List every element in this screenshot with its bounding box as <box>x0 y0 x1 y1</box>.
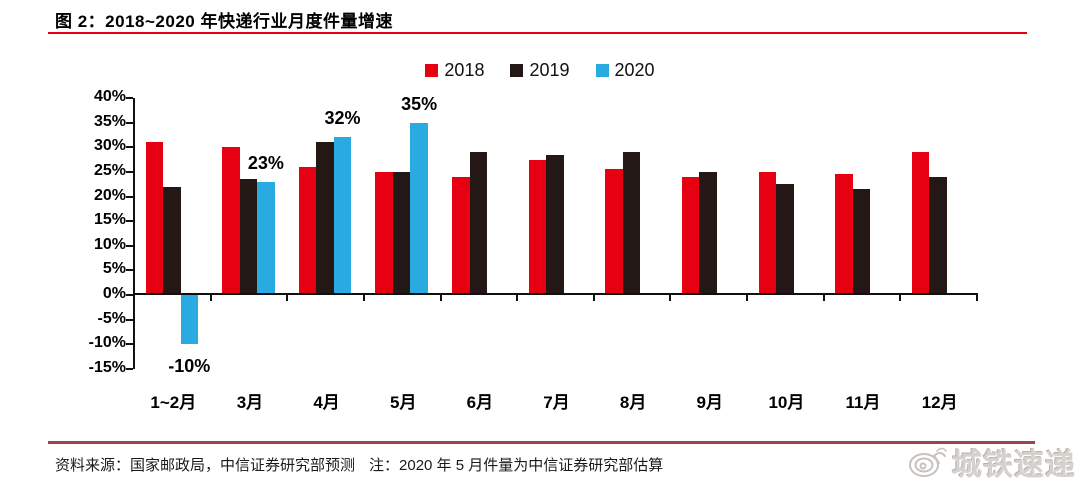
bar-annotation: 35% <box>401 93 438 114</box>
estimate-note: 注：2020 年 5 月件量为中信证券研究部估算 <box>369 457 664 474</box>
y-tick <box>125 318 133 321</box>
y-tick-label: 30% <box>93 137 126 155</box>
x-tick <box>669 295 672 301</box>
bar-2019-12月 <box>929 176 947 295</box>
legend-label: 2020 <box>614 60 655 80</box>
x-tick <box>822 295 825 301</box>
bar-2018-3月 <box>222 147 240 295</box>
legend-label: 2018 <box>444 60 485 80</box>
watermark: 城铁速递 <box>904 440 1076 484</box>
x-axis-label: 11月 <box>845 393 881 412</box>
bar-2018-9月 <box>681 176 700 295</box>
snail-icon <box>909 447 947 477</box>
legend-item-2018: 2018 <box>425 60 484 81</box>
x-axis-label: 10月 <box>768 393 805 412</box>
x-tick <box>209 295 212 301</box>
y-tick-label: -10% <box>88 334 126 352</box>
watermark-text: 城铁速递 <box>952 449 1076 482</box>
y-tick-label: 35% <box>93 112 126 130</box>
x-tick <box>976 295 978 301</box>
y-tick <box>125 269 133 272</box>
x-axis-label: 1~2月 <box>150 393 197 412</box>
x-tick <box>592 295 595 301</box>
x-axis <box>132 292 978 295</box>
bar-2018-6月 <box>452 176 470 295</box>
x-tick <box>746 295 749 301</box>
bar-2018-4月 <box>298 166 317 295</box>
source-note: 资料来源：国家邮政局，中信证券研究部预测 <box>55 457 356 474</box>
chart-legend: 2018 2019 2020 <box>0 60 1080 81</box>
bar-2019-10月 <box>776 184 794 295</box>
figure-title: 图 2：2018~2020 年快递行业月度件量增速 <box>55 12 393 31</box>
y-axis <box>132 98 135 369</box>
bar-2020-5月 <box>410 122 428 295</box>
bar-2018-11月 <box>835 174 853 295</box>
x-axis-label: 12月 <box>921 393 958 412</box>
x-tick <box>439 295 442 301</box>
bar-2018-1~2月 <box>145 142 163 295</box>
bar-annotation: 23% <box>247 152 284 173</box>
x-tick <box>362 295 365 301</box>
y-tick-label: -5% <box>97 309 126 327</box>
bar-2019-4月 <box>316 142 334 295</box>
y-tick <box>125 170 133 173</box>
x-axis-label: 8月 <box>619 393 647 412</box>
y-tick <box>125 97 133 99</box>
y-tick <box>125 146 133 149</box>
bar-2019-11月 <box>852 189 871 295</box>
y-tick <box>125 367 133 370</box>
x-axis-label: 6月 <box>466 393 494 412</box>
title-rule-line <box>48 32 1027 34</box>
y-tick-label: 5% <box>102 260 126 278</box>
bar-2020-1~2月 <box>180 295 198 345</box>
bar-2018-5月 <box>375 171 393 295</box>
bar-2020-3月 <box>257 181 275 295</box>
bar-2019-7月 <box>546 154 564 295</box>
legend-item-2020: 2020 <box>595 60 655 81</box>
bar-2019-5月 <box>392 171 411 295</box>
x-axis-label: 7月 <box>543 393 570 412</box>
y-tick <box>125 220 133 223</box>
legend-swatch-2020 <box>595 64 609 77</box>
bar-2020-4月 <box>333 137 352 295</box>
x-tick <box>899 295 902 301</box>
bar-2019-1~2月 <box>163 186 181 295</box>
y-tick <box>125 244 133 247</box>
legend-swatch-2018 <box>425 64 439 77</box>
bar-2018-7月 <box>528 159 547 295</box>
legend-item-2019: 2019 <box>510 60 570 81</box>
y-tick-label: 0% <box>102 285 126 302</box>
bar-2018-12月 <box>911 152 930 295</box>
y-tick-label: 15% <box>93 211 126 229</box>
y-tick <box>125 195 133 198</box>
y-tick-label: 25% <box>93 161 126 179</box>
legend-label: 2019 <box>529 60 570 80</box>
y-tick <box>125 121 133 124</box>
bar-annotation: 32% <box>324 108 361 129</box>
bar-annotation: -10% <box>168 356 211 377</box>
bar-2019-3月 <box>239 179 258 295</box>
y-tick-label: 10% <box>93 235 126 253</box>
bar-2019-8月 <box>622 152 641 295</box>
bar-2019-6月 <box>469 152 488 295</box>
x-axis-label: 9月 <box>696 393 723 412</box>
bar-2018-10月 <box>758 171 777 295</box>
x-tick <box>286 295 289 301</box>
y-tick-label: 40% <box>93 88 126 105</box>
x-axis-label: 4月 <box>313 393 340 412</box>
x-tick <box>516 295 519 301</box>
bar-2018-8月 <box>605 169 623 295</box>
bar-2019-9月 <box>699 171 717 295</box>
y-tick <box>125 294 133 296</box>
footer: 资料来源：国家邮政局，中信证券研究部预测 注：2020 年 5 月件量为中信证券… <box>55 454 663 475</box>
y-tick <box>125 343 133 346</box>
y-tick-label: 20% <box>93 186 126 204</box>
legend-swatch-2019 <box>510 64 524 77</box>
x-axis-label: 5月 <box>389 393 417 412</box>
footer-rule-line <box>48 441 1035 444</box>
y-tick-label: -15% <box>88 358 126 376</box>
x-axis-label: 3月 <box>236 393 264 412</box>
